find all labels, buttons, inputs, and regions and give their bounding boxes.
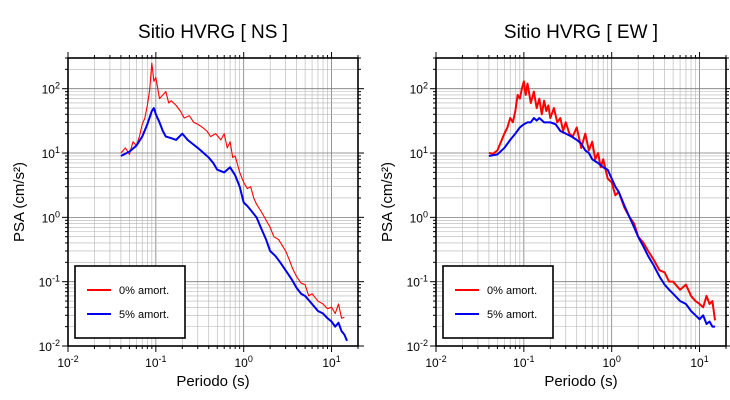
y-axis-label: PSA (cm/s²) (379, 162, 396, 242)
grid (435, 57, 727, 347)
legend-box (74, 265, 186, 339)
x-tick-label: 10-2 (57, 354, 78, 370)
y-tick-label: 102 (410, 81, 428, 97)
y-axis-label: PSA (cm/s²) (11, 162, 28, 242)
y-tick-label: 101 (410, 145, 428, 161)
legend: 0% amort. 5% amort. (74, 265, 186, 339)
panel-ew: Sitio HVRG [ EW ] 10-2 10-1 100 101 10-2 10-1 1… (379, 22, 730, 390)
y-tick-label: 10-1 (407, 274, 428, 290)
y-tick-label: 100 (410, 209, 428, 225)
x-axis-label: Periodo (s) (544, 373, 617, 390)
plot-frame (67, 57, 359, 347)
x-tick-label: 100 (235, 354, 253, 370)
x-axis-label: Periodo (s) (176, 373, 249, 390)
chart-title: Sitio HVRG [ EW ] (504, 22, 658, 43)
panel-ns: Sitio HVRG [ NS ] 10-2 10-1 100 101 10-2 10-1 1… (11, 22, 364, 390)
plot-frame (435, 57, 727, 347)
legend-label: 0% amort. (119, 285, 169, 297)
legend-box (442, 265, 554, 339)
x-tick-label: 10-1 (145, 354, 166, 370)
grid (67, 57, 359, 347)
chart-title: Sitio HVRG [ NS ] (138, 22, 288, 43)
series-line-0pct (120, 62, 345, 319)
x-tick-label: 101 (322, 354, 340, 370)
y-tick-label: 10-2 (407, 338, 428, 354)
x-tick-label: 100 (603, 354, 621, 370)
y-tick-label: 102 (42, 81, 60, 97)
x-tick-label: 10-2 (425, 354, 446, 370)
series-line-0pct (488, 80, 717, 321)
series-line-5pct (488, 117, 716, 328)
y-tick-label: 101 (42, 145, 60, 161)
x-tick-label: 101 (690, 354, 708, 370)
y-tick-label: 10-2 (39, 338, 60, 354)
axis-ticks (430, 52, 730, 352)
y-tick-label: 10-1 (39, 274, 60, 290)
legend: 0% amort. 5% amort. (442, 265, 554, 339)
legend-label: 5% amort. (487, 309, 537, 321)
series-line-5pct (120, 107, 348, 342)
legend-label: 5% amort. (119, 309, 169, 321)
x-tick-label: 10-1 (513, 354, 534, 370)
axis-ticks (62, 52, 364, 352)
legend-label: 0% amort. (487, 285, 537, 297)
y-tick-label: 100 (42, 209, 60, 225)
